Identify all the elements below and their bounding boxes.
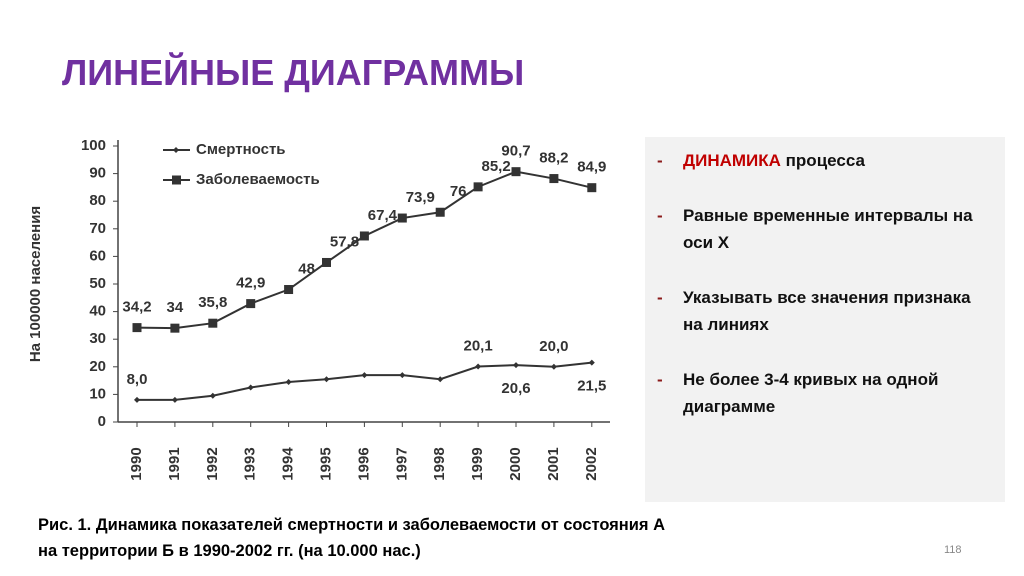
value-label: 88,2: [539, 150, 568, 167]
bullet: Не более 3-4 кривых на одной диаграмме: [657, 366, 995, 420]
value-label: 42,9: [236, 275, 265, 292]
bullet-text: Указывать все значения признака на линия…: [683, 288, 971, 334]
x-tick-label: 1998: [431, 447, 448, 480]
caption-line: на территории Б в 1990-2002 гг. (на 10.0…: [38, 542, 421, 560]
marker: [134, 396, 140, 403]
marker: [435, 207, 445, 217]
value-label: 20,1: [463, 337, 492, 354]
marker: [550, 363, 557, 370]
marker: [511, 167, 521, 177]
value-label: 8,0: [127, 371, 148, 388]
page-number: 118: [944, 544, 962, 556]
y-tick-label: 30: [89, 330, 106, 347]
value-label: 34,2: [122, 299, 151, 316]
marker: [513, 362, 519, 369]
marker: [587, 183, 597, 193]
x-tick-label: 1996: [355, 447, 372, 480]
value-label: 20,0: [539, 338, 568, 355]
caption-line: Рис. 1. Динамика показателей смертности …: [38, 516, 666, 534]
marker: [284, 285, 294, 295]
bullet: ДИНАМИКА процесса: [657, 147, 995, 174]
legend-marker: [172, 175, 181, 185]
y-axis-label: На 100000 населения: [27, 206, 44, 362]
marker: [549, 174, 559, 184]
value-label: 34: [167, 299, 184, 316]
value-label: 35,8: [198, 294, 227, 311]
legend-marker: [173, 147, 179, 153]
marker: [397, 213, 407, 223]
marker: [208, 318, 218, 328]
y-tick-label: 0: [98, 413, 106, 430]
marker: [246, 299, 256, 309]
y-tick-label: 20: [89, 358, 106, 375]
marker: [359, 231, 369, 241]
x-tick-label: 1994: [280, 447, 297, 481]
value-label: 90,7: [501, 143, 530, 160]
bullet: Равные временные интервалы на оси X: [657, 202, 995, 256]
value-label: 67,4: [368, 207, 398, 224]
marker: [170, 323, 180, 333]
value-label: 73,9: [406, 189, 435, 206]
x-tick-label: 1999: [469, 447, 486, 480]
bullet-text: Равные временные интервалы на оси X: [683, 206, 973, 252]
bullet-panel: ДИНАМИКА процесса Равные временные интерв…: [645, 137, 1005, 502]
value-label: 85,2: [481, 158, 510, 175]
y-tick-label: 50: [89, 275, 106, 292]
x-tick-label: 1993: [242, 447, 259, 480]
value-label: 48: [298, 260, 315, 277]
y-tick-label: 40: [89, 303, 106, 320]
x-tick-label: 1995: [317, 447, 334, 480]
marker: [323, 376, 330, 383]
caption: Рис. 1. Динамика показателей смертности …: [38, 512, 665, 564]
y-tick-label: 80: [89, 192, 106, 209]
x-tick-label: 2000: [507, 447, 524, 480]
bullet-text: Не более 3-4 кривых на одной диаграмме: [683, 370, 939, 416]
y-tick-label: 10: [89, 385, 106, 402]
marker: [132, 323, 142, 333]
marker: [361, 372, 368, 379]
y-tick-label: 90: [89, 165, 106, 182]
marker: [588, 359, 595, 366]
legend-label: Смертность: [196, 141, 286, 158]
chart: 0 10 20 30 40 50 60 70 80 90 100 На 100000 населени…: [27, 137, 610, 481]
x-tick-label: 1992: [204, 447, 221, 480]
marker: [399, 372, 406, 379]
x-tick-label: 1991: [166, 447, 183, 480]
marker: [209, 392, 216, 399]
value-label: 76: [450, 183, 467, 200]
bullet-list: ДИНАМИКА процесса Равные временные интерв…: [645, 137, 1005, 420]
bullet: Указывать все значения признака на линия…: [657, 284, 995, 338]
slide-title: ЛИНЕЙНЫЕ ДИАГРАММЫ: [62, 52, 525, 93]
marker: [473, 182, 483, 192]
y-tick-label: 60: [89, 247, 106, 264]
x-tick-label: 1997: [393, 447, 410, 480]
marker: [437, 376, 444, 383]
marker: [285, 378, 292, 385]
y-tick-label: 100: [81, 137, 106, 154]
y-tick-label: 70: [89, 220, 106, 237]
marker: [475, 363, 482, 370]
marker: [322, 257, 331, 267]
value-label: 21,5: [577, 378, 606, 395]
x-tick-label: 1990: [128, 447, 145, 480]
legend-label: Заболеваемость: [196, 171, 320, 188]
marker: [247, 384, 254, 391]
bullet-text: процесса: [785, 151, 865, 170]
x-tick-label: 2002: [583, 447, 600, 480]
marker: [171, 396, 178, 403]
x-tick-label: 2001: [545, 447, 562, 480]
value-label: 57,8: [330, 233, 359, 250]
bullet-highlight: ДИНАМИКА: [683, 151, 781, 170]
value-label: 20,6: [501, 380, 530, 397]
value-label: 84,9: [577, 159, 606, 176]
